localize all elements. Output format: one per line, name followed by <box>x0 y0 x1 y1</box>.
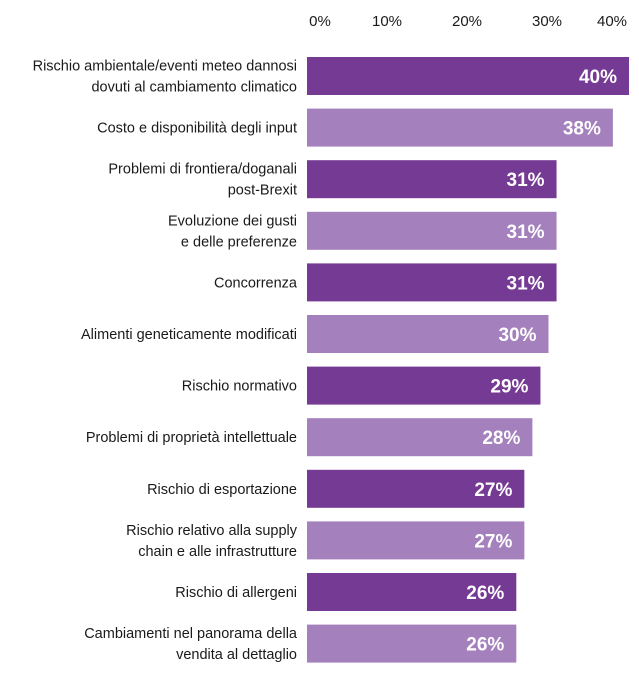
category-label: Evoluzione dei gusti e delle preferenze <box>168 213 297 250</box>
bar <box>307 624 517 663</box>
bar-value-label: 26% <box>466 583 504 604</box>
category-label: Problemi di frontiera/doganali post-Brexi… <box>108 162 297 199</box>
bar-value-label: 27% <box>474 531 512 552</box>
bar-value-label: 40% <box>579 67 617 88</box>
bar-value-label: 30% <box>498 325 536 346</box>
bars <box>307 57 629 663</box>
bar <box>307 573 517 611</box>
category-label: Rischio di allergeni <box>175 585 297 601</box>
value-labels: 40% 38% 31% 31% 31% 30% 29% 28% 27% 27% 26% 26% <box>466 67 617 656</box>
bar <box>307 521 525 560</box>
bar <box>307 418 533 457</box>
bar <box>307 108 613 147</box>
category-label: Alimenti geneticamente modificati <box>81 327 297 343</box>
bar <box>307 315 549 353</box>
bar <box>307 160 557 199</box>
x-tick-label: 10% <box>372 13 402 30</box>
x-tick-label: 0% <box>309 13 331 30</box>
bar-value-label: 38% <box>563 119 601 140</box>
category-label: Rischio normativo <box>182 379 297 395</box>
bar <box>307 366 541 405</box>
bar-value-label: 31% <box>507 222 545 243</box>
category-label: Rischio ambientale/eventi meteo dannosi d… <box>33 59 297 96</box>
category-labels: Rischio ambientale/eventi meteo dannosi d… <box>33 59 298 664</box>
bar-value-label: 28% <box>482 428 520 449</box>
category-label: Problemi di proprietà intellettuale <box>86 430 297 446</box>
bar-value-label: 31% <box>507 273 545 294</box>
bar <box>307 469 525 508</box>
bar <box>307 263 557 302</box>
x-axis-ticks: 0% 10% 20% 30% 40% <box>309 13 627 30</box>
bar-value-label: 27% <box>474 480 512 501</box>
x-tick-label: 20% <box>452 13 482 30</box>
category-label: Concorrenza <box>214 275 298 291</box>
category-label: Rischio relativo alla supply chain e alle… <box>126 523 298 560</box>
category-label: Costo e disponibilità degli input <box>97 121 297 137</box>
bar <box>307 211 557 250</box>
category-label: Rischio di esportazione <box>147 482 297 498</box>
x-tick-label: 40% <box>597 13 627 30</box>
bar-value-label: 26% <box>466 635 504 656</box>
bar <box>307 57 629 95</box>
bar-value-label: 31% <box>507 170 545 191</box>
bar-value-label: 29% <box>490 377 528 398</box>
x-tick-label: 30% <box>532 13 562 30</box>
category-label: Cambiamenti nel panorama della vendita al… <box>84 626 298 663</box>
